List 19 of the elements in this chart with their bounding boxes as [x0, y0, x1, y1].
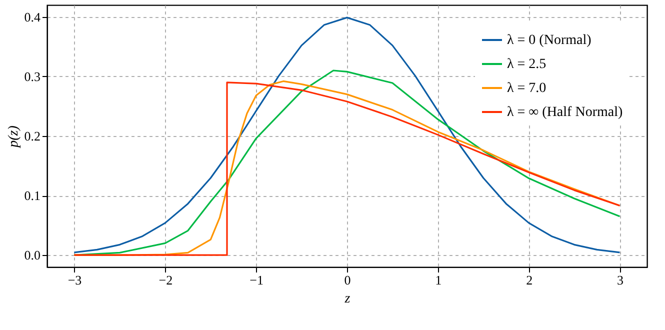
y-tick-label: 0.4: [24, 9, 41, 24]
x-axis-title: z: [344, 292, 351, 306]
y-tick-label: 0.0: [24, 248, 40, 263]
y-axis-title: p(z): [6, 125, 22, 148]
legend-label: λ = 2.5: [507, 57, 546, 72]
x-tick-label: 0: [344, 272, 351, 288]
x-tick-label: 1: [435, 272, 442, 288]
line-series: [73, 16, 621, 254]
y-tick-label: 0.1: [24, 188, 40, 204]
x-tick-label: −1: [250, 272, 264, 288]
legend-label: λ = 7.0: [507, 81, 546, 96]
x-tick-label: 3: [616, 272, 624, 288]
x-tick-label: −2: [158, 272, 173, 288]
x-tick-label: 2: [526, 272, 533, 288]
legend-label: λ = 0 (Normal): [507, 33, 592, 48]
y-tick-label: 0.3: [24, 68, 40, 84]
x-tick-label: −3: [68, 272, 82, 288]
legend-label: λ = ∞ (Half Normal): [507, 105, 623, 120]
y-tick-label: 0.2: [24, 128, 40, 144]
